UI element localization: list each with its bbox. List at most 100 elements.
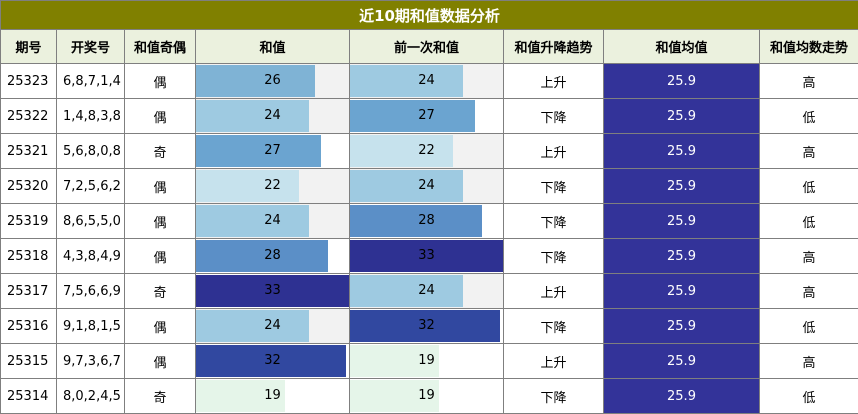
table-title: 近10期和值数据分析 bbox=[1, 1, 858, 30]
sum-cell-value: 33 bbox=[196, 274, 349, 308]
numbers-cell: 5,6,8,0,8 bbox=[57, 134, 125, 169]
numbers-cell: 8,0,2,4,5 bbox=[57, 379, 125, 414]
sum-cell: 24 bbox=[196, 99, 350, 134]
prev-sum-cell-value: 27 bbox=[350, 99, 503, 133]
trend-cell: 下降 bbox=[504, 169, 604, 204]
prev-sum-cell-value: 24 bbox=[350, 64, 503, 98]
prev-sum-cell-value: 19 bbox=[350, 379, 503, 413]
avg-trend-cell: 低 bbox=[760, 309, 858, 344]
header-numbers: 开奖号 bbox=[57, 30, 125, 64]
trend-cell: 下降 bbox=[504, 379, 604, 414]
trend-cell: 下降 bbox=[504, 204, 604, 239]
prev-sum-cell: 27 bbox=[350, 99, 504, 134]
prev-sum-cell-value: 24 bbox=[350, 274, 503, 308]
avg-value: 25.9 bbox=[667, 109, 696, 124]
prev-sum-cell: 22 bbox=[350, 134, 504, 169]
prev-sum-cell: 24 bbox=[350, 169, 504, 204]
prev-sum-cell: 24 bbox=[350, 274, 504, 309]
issue-cell: 25322 bbox=[1, 99, 57, 134]
avg-trend-cell: 高 bbox=[760, 134, 858, 169]
sum-cell: 19 bbox=[196, 379, 350, 414]
prev-sum-cell: 19 bbox=[350, 344, 504, 379]
trend-cell: 上升 bbox=[504, 344, 604, 379]
avg-value: 25.9 bbox=[667, 354, 696, 369]
sum-cell: 32 bbox=[196, 344, 350, 379]
avg-trend-cell: 高 bbox=[760, 239, 858, 274]
trend-cell: 下降 bbox=[504, 99, 604, 134]
parity-cell: 偶 bbox=[125, 239, 196, 274]
avg-value: 25.9 bbox=[667, 214, 696, 229]
trend-cell: 上升 bbox=[504, 274, 604, 309]
sum-cell-value: 24 bbox=[196, 204, 349, 238]
avg-trend-cell: 低 bbox=[760, 169, 858, 204]
issue-cell: 25321 bbox=[1, 134, 57, 169]
avg-cell: 25.9 bbox=[604, 64, 760, 99]
prev-sum-cell-value: 33 bbox=[350, 239, 503, 273]
parity-cell: 偶 bbox=[125, 309, 196, 344]
header-sum: 和值 bbox=[196, 30, 350, 64]
avg-value: 25.9 bbox=[667, 319, 696, 334]
parity-cell: 偶 bbox=[125, 64, 196, 99]
issue-cell: 25318 bbox=[1, 239, 57, 274]
sum-cell-value: 28 bbox=[196, 239, 349, 273]
avg-cell: 25.9 bbox=[604, 99, 760, 134]
avg-cell: 25.9 bbox=[604, 134, 760, 169]
avg-cell: 25.9 bbox=[604, 274, 760, 309]
header-avg: 和值均值 bbox=[604, 30, 760, 64]
sum-cell: 24 bbox=[196, 204, 350, 239]
avg-value: 25.9 bbox=[667, 179, 696, 194]
prev-sum-cell: 24 bbox=[350, 64, 504, 99]
sum-cell-value: 22 bbox=[196, 169, 349, 203]
sum-cell-value: 27 bbox=[196, 134, 349, 168]
sum-cell-value: 32 bbox=[196, 344, 349, 378]
sum-cell: 28 bbox=[196, 239, 350, 274]
issue-cell: 25314 bbox=[1, 379, 57, 414]
avg-cell: 25.9 bbox=[604, 309, 760, 344]
parity-cell: 奇 bbox=[125, 379, 196, 414]
prev-sum-cell-value: 28 bbox=[350, 204, 503, 238]
issue-cell: 25315 bbox=[1, 344, 57, 379]
sum-cell-value: 24 bbox=[196, 99, 349, 133]
prev-sum-cell: 32 bbox=[350, 309, 504, 344]
prev-sum-cell-value: 32 bbox=[350, 309, 503, 343]
parity-cell: 奇 bbox=[125, 274, 196, 309]
prev-sum-cell-value: 22 bbox=[350, 134, 503, 168]
prev-sum-cell: 28 bbox=[350, 204, 504, 239]
header-trend: 和值升降趋势 bbox=[504, 30, 604, 64]
trend-cell: 上升 bbox=[504, 134, 604, 169]
avg-cell: 25.9 bbox=[604, 379, 760, 414]
avg-value: 25.9 bbox=[667, 144, 696, 159]
trend-cell: 下降 bbox=[504, 309, 604, 344]
prev-sum-cell: 33 bbox=[350, 239, 504, 274]
numbers-cell: 9,1,8,1,5 bbox=[57, 309, 125, 344]
issue-cell: 25316 bbox=[1, 309, 57, 344]
numbers-cell: 8,6,5,5,0 bbox=[57, 204, 125, 239]
prev-sum-cell-value: 19 bbox=[350, 344, 503, 378]
sum-cell: 22 bbox=[196, 169, 350, 204]
avg-trend-cell: 低 bbox=[760, 379, 858, 414]
avg-cell: 25.9 bbox=[604, 239, 760, 274]
trend-cell: 下降 bbox=[504, 239, 604, 274]
numbers-cell: 4,3,8,4,9 bbox=[57, 239, 125, 274]
sum-cell: 33 bbox=[196, 274, 350, 309]
issue-cell: 25323 bbox=[1, 64, 57, 99]
sum-cell: 24 bbox=[196, 309, 350, 344]
parity-cell: 偶 bbox=[125, 204, 196, 239]
numbers-cell: 7,2,5,6,2 bbox=[57, 169, 125, 204]
avg-value: 25.9 bbox=[667, 389, 696, 404]
numbers-cell: 1,4,8,3,8 bbox=[57, 99, 125, 134]
avg-value: 25.9 bbox=[667, 284, 696, 299]
avg-cell: 25.9 bbox=[604, 204, 760, 239]
issue-cell: 25319 bbox=[1, 204, 57, 239]
